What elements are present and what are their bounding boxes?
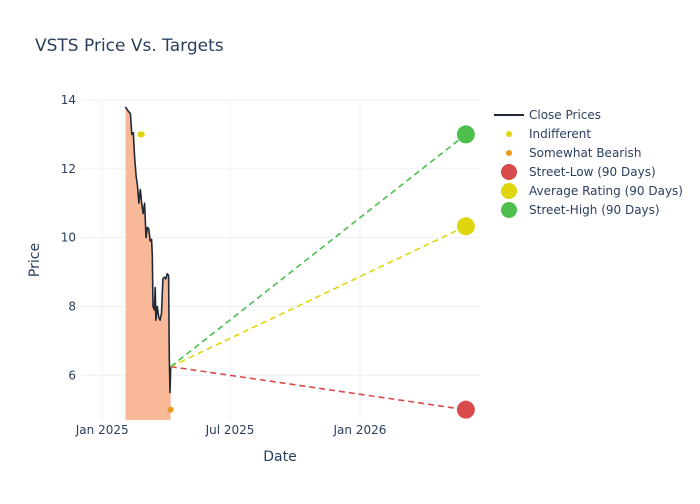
y-tick-label: 8 — [68, 299, 76, 313]
legend[interactable]: Close Prices Indifferent Somewhat Bearish S… — [494, 108, 683, 218]
legend-item-close-prices[interactable]: Close Prices — [494, 108, 601, 122]
street-high-days-target-line — [170, 133, 467, 368]
x-tick-label: Jan 2025 — [75, 423, 129, 437]
y-tick-label: 6 — [68, 368, 76, 382]
street-high-days-marker — [456, 125, 475, 144]
y-tick-label: 10 — [61, 231, 76, 245]
x-axis-ticks: Jan 2025 Jul 2025 Jan 2026 — [75, 423, 387, 437]
legend-item-indifferent[interactable]: Indifferent — [506, 127, 591, 141]
legend-circle-symbol — [501, 164, 517, 180]
x-tick-label: Jul 2025 — [205, 423, 255, 437]
legend-circle-symbol — [501, 183, 517, 199]
chart-title: VSTS Price Vs. Targets — [35, 36, 224, 56]
legend-label: Close Prices — [529, 108, 601, 122]
legend-label: Average Rating (90 Days) — [529, 184, 683, 198]
legend-dot-symbol — [506, 150, 512, 156]
y-tick-label: 14 — [61, 93, 76, 107]
legend-item-average-rating-days[interactable]: Average Rating (90 Days) — [501, 183, 683, 199]
average-rating-days-target-line — [170, 225, 467, 368]
somewhat-bearish-rating-marker — [167, 406, 174, 413]
indifferent-rating-marker — [138, 131, 145, 138]
legend-label: Street-High (90 Days) — [529, 203, 660, 217]
target-lines — [170, 133, 467, 411]
street-low-days-target-line — [170, 365, 466, 411]
x-axis-label: Date — [263, 449, 296, 465]
rating-markers — [137, 125, 475, 419]
y-tick-label: 12 — [61, 162, 76, 176]
close-price-area — [125, 106, 171, 421]
legend-item-somewhat-bearish[interactable]: Somewhat Bearish — [506, 146, 641, 160]
legend-label: Somewhat Bearish — [529, 146, 641, 160]
legend-dot-symbol — [506, 131, 512, 137]
price-area — [125, 106, 171, 421]
y-axis-ticks: 6 8 10 12 14 — [61, 93, 76, 382]
legend-label: Indifferent — [529, 127, 591, 141]
legend-label: Street-Low (90 Days) — [529, 165, 656, 179]
close-price-line — [124, 106, 172, 394]
legend-circle-symbol — [501, 202, 517, 218]
legend-item-street-high-days[interactable]: Street-High (90 Days) — [501, 202, 660, 218]
legend-item-street-low-days[interactable]: Street-Low (90 Days) — [501, 164, 656, 180]
average-rating-days-marker — [456, 217, 475, 236]
x-tick-label: Jan 2026 — [333, 423, 387, 437]
price-line — [124, 106, 172, 394]
street-low-days-marker — [456, 400, 475, 419]
y-axis-label: Price — [27, 243, 43, 277]
